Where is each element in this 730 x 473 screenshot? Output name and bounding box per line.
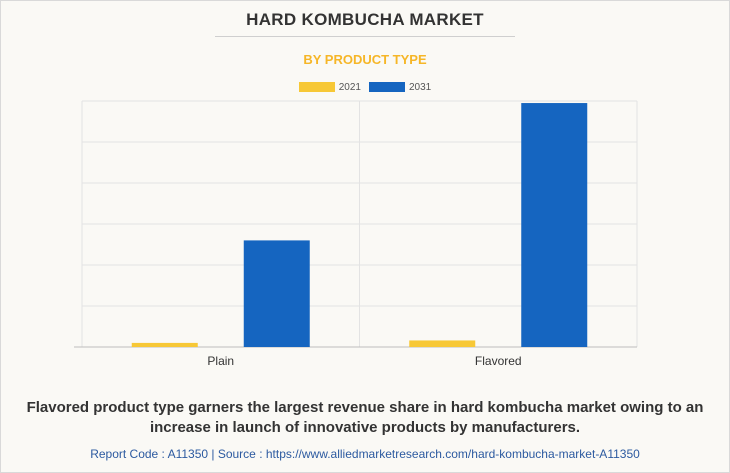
- x-tick-label-plain: Plain: [207, 354, 234, 368]
- legend-item-2031[interactable]: 2031: [369, 82, 431, 93]
- legend-item-2021[interactable]: 2021: [298, 81, 361, 93]
- chart-caption: Flavored product type garners the larges…: [26, 399, 704, 436]
- bar-2031-plain: [243, 240, 310, 347]
- bar-2021-plain: [131, 342, 198, 347]
- chart-title: HARD KOMBUCHA MARKET: [246, 10, 484, 29]
- legend-swatch-2021: [298, 82, 335, 92]
- legend: 2021 2031: [0, 80, 730, 94]
- legend-label-2021: 2021: [338, 81, 361, 93]
- title-divider: [215, 36, 515, 37]
- bar-2031-flavored: [521, 103, 588, 347]
- legend-swatch-2031: [369, 82, 405, 92]
- report-source-footer[interactable]: Report Code : A11350 | Source : https://…: [90, 447, 640, 461]
- legend-label-2031: 2031: [409, 81, 432, 93]
- bar-chart-plot: Plain Flavored: [74, 100, 638, 368]
- x-tick-label-flavored: Flavored: [475, 354, 522, 368]
- bar-2021-flavored: [409, 340, 476, 347]
- chart-subtitle: BY PRODUCT TYPE: [303, 52, 427, 67]
